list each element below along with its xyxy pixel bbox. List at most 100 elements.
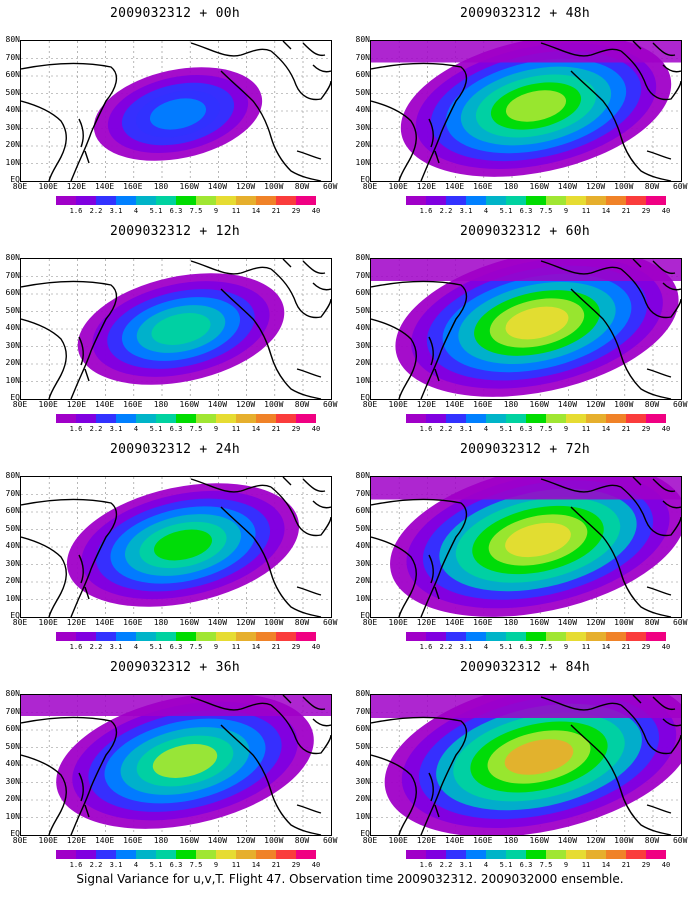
longitude-label: 120W	[585, 618, 606, 627]
colorbar-label: 21	[271, 861, 281, 869]
longitude-label: 140E	[94, 400, 115, 409]
colorbar-swatch	[506, 196, 526, 205]
colorbar-label: 4	[133, 643, 139, 651]
colorbar-label: 3.1	[459, 207, 473, 215]
longitude-label: 100W	[614, 400, 634, 409]
longitude-label: 100W	[264, 836, 284, 845]
colorbar-swatch	[526, 196, 546, 205]
longitude-label: 160E	[473, 836, 493, 845]
latitude-label: 60N	[355, 70, 370, 79]
colorbar-swatch	[486, 414, 506, 423]
colorbar-label: 2.2	[439, 425, 453, 433]
colorbar	[56, 414, 316, 423]
latitude-label: 20N	[355, 358, 370, 367]
colorbar-label: 29	[291, 425, 301, 433]
longitude-label: 60W	[322, 182, 338, 191]
colorbar-label: 7.5	[539, 207, 553, 215]
latitude-label: 20N	[5, 140, 20, 149]
colorbar-swatch	[446, 414, 466, 423]
colorbar-swatch	[486, 850, 506, 859]
colorbar-label: 9	[563, 425, 569, 433]
longitude-label: 80W	[294, 400, 310, 409]
colorbar-label: 3.1	[459, 643, 473, 651]
longitude-label: 100E	[38, 836, 58, 845]
longitude-label: 120E	[416, 618, 437, 627]
longitude-label: 100E	[388, 182, 408, 191]
colorbar-label: 9	[563, 861, 569, 869]
colorbar-swatch	[196, 632, 216, 641]
panel-title: 2009032312 + 84h	[459, 660, 591, 675]
colorbar-swatch	[256, 850, 276, 859]
colorbar-label: 40	[661, 643, 671, 651]
colorbar-label: 14	[601, 425, 611, 433]
colorbar-label: 2.2	[89, 643, 103, 651]
longitude-label: 180	[503, 618, 519, 627]
longitude-label: 120W	[585, 836, 606, 845]
latitude-label: 70N	[355, 706, 370, 716]
latitude-label: 20N	[355, 576, 370, 585]
latitude-label: 50N	[5, 523, 20, 533]
colorbar-label: 5.1	[499, 207, 513, 215]
longitude-label: 180	[153, 182, 169, 191]
colorbar-label: 14	[601, 207, 611, 215]
colorbar-label: 2.2	[89, 425, 103, 433]
latitude-label: 50N	[355, 523, 370, 533]
colorbar-label: 40	[661, 861, 671, 869]
latitude-label: 50N	[355, 741, 370, 751]
colorbar-label: 7.5	[539, 861, 553, 869]
longitude-label: 160E	[473, 618, 493, 627]
latitude-label: EQ	[360, 175, 370, 184]
colorbar-label: 6.3	[519, 207, 533, 215]
colorbar-swatch	[406, 632, 426, 641]
map-panel: 2009032312 + 12h 80N 70N 60N 50N 40N 30N 20N 10N…	[0, 218, 350, 440]
colorbar-label: 1.6	[69, 207, 83, 215]
colorbar-label: 21	[621, 861, 631, 869]
panel-title: 2009032312 + 60h	[459, 224, 591, 239]
colorbar-label: 11	[231, 425, 241, 433]
longitude-label: 120E	[66, 400, 87, 409]
latitude-label: 80N	[355, 471, 370, 480]
colorbar-swatch	[486, 196, 506, 205]
colorbar-swatch	[176, 632, 196, 641]
longitude-label: 120E	[416, 182, 437, 191]
colorbar-label: 14	[251, 861, 261, 869]
colorbar-swatch	[236, 850, 256, 859]
colorbar-label: 9	[563, 207, 569, 215]
colorbar-swatch	[466, 414, 486, 423]
longitude-label: 120W	[235, 618, 256, 627]
colorbar-label: 40	[311, 643, 321, 651]
longitude-label: 80W	[644, 182, 660, 191]
map-area	[20, 694, 332, 836]
colorbar-swatch	[196, 414, 216, 423]
latitude-label: 80N	[5, 35, 20, 44]
colorbar-label: 11	[581, 643, 591, 651]
latitude-label: 30N	[5, 122, 20, 132]
longitude-label: 60W	[672, 400, 688, 409]
colorbar-swatch	[486, 632, 506, 641]
map-area	[20, 40, 332, 182]
colorbar-swatch	[296, 850, 316, 859]
colorbar-swatch	[116, 414, 136, 423]
longitude-label: 80W	[644, 400, 660, 409]
longitude-label: 160E	[473, 400, 493, 409]
latitude-label: 60N	[5, 70, 20, 79]
colorbar-swatch	[426, 632, 446, 641]
colorbar-swatch	[76, 850, 96, 859]
longitude-label: 160W	[179, 400, 199, 409]
longitude-label: 80E	[362, 400, 378, 409]
colorbar-label: 4	[483, 207, 489, 215]
latitude-label: 20N	[5, 576, 20, 585]
latitude-label: 80N	[355, 35, 370, 44]
longitude-label: 140E	[94, 836, 115, 845]
colorbar-swatch	[56, 632, 76, 641]
colorbar-label: 6.3	[169, 207, 183, 215]
colorbar-label: 40	[661, 207, 671, 215]
map-area	[370, 258, 682, 400]
colorbar-swatch	[546, 414, 566, 423]
longitude-label: 120W	[235, 836, 256, 845]
panel-title: 2009032312 + 24h	[109, 442, 241, 457]
longitude-label: 80E	[12, 836, 28, 845]
colorbar-swatch	[216, 414, 236, 423]
colorbar-label: 6.3	[519, 861, 533, 869]
latitude-label: 70N	[5, 706, 20, 716]
